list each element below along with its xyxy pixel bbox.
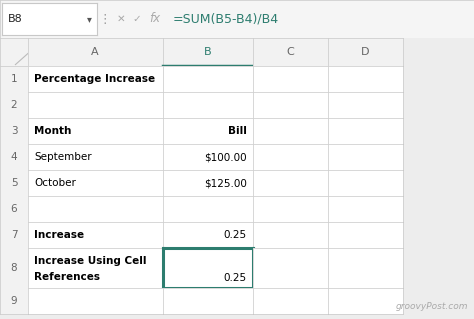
Text: ▾: ▾: [87, 14, 91, 24]
Text: 6: 6: [11, 204, 18, 214]
Text: B: B: [204, 47, 212, 57]
Text: References: References: [34, 272, 100, 282]
Text: $125.00: $125.00: [204, 178, 247, 188]
Text: $100.00: $100.00: [204, 152, 247, 162]
Text: groovyPost.com: groovyPost.com: [395, 302, 468, 311]
Text: ⋮: ⋮: [99, 12, 111, 26]
Text: October: October: [34, 178, 76, 188]
Text: 1: 1: [11, 74, 18, 84]
Text: A: A: [91, 47, 99, 57]
Text: 3: 3: [11, 126, 18, 136]
Text: 0.25: 0.25: [224, 273, 247, 283]
Text: 2: 2: [11, 100, 18, 110]
Text: fx: fx: [149, 12, 161, 26]
Text: 9: 9: [11, 296, 18, 306]
Text: 0.25: 0.25: [224, 230, 247, 240]
Text: Increase: Increase: [34, 230, 84, 240]
Text: 7: 7: [11, 230, 18, 240]
Text: Percentage Increase: Percentage Increase: [34, 74, 155, 84]
Text: 8: 8: [11, 263, 18, 273]
Text: C: C: [286, 47, 294, 57]
Text: Increase Using Cell: Increase Using Cell: [34, 256, 146, 266]
Text: ✓: ✓: [133, 14, 141, 24]
Text: Bill: Bill: [228, 126, 247, 136]
Text: B8: B8: [8, 14, 23, 24]
Text: ✕: ✕: [117, 14, 126, 24]
Text: =SUM(B5-B4)/B4: =SUM(B5-B4)/B4: [173, 12, 279, 26]
Text: 4: 4: [11, 152, 18, 162]
Text: D: D: [361, 47, 369, 57]
Text: September: September: [34, 152, 91, 162]
Text: 5: 5: [11, 178, 18, 188]
Text: Month: Month: [34, 126, 72, 136]
